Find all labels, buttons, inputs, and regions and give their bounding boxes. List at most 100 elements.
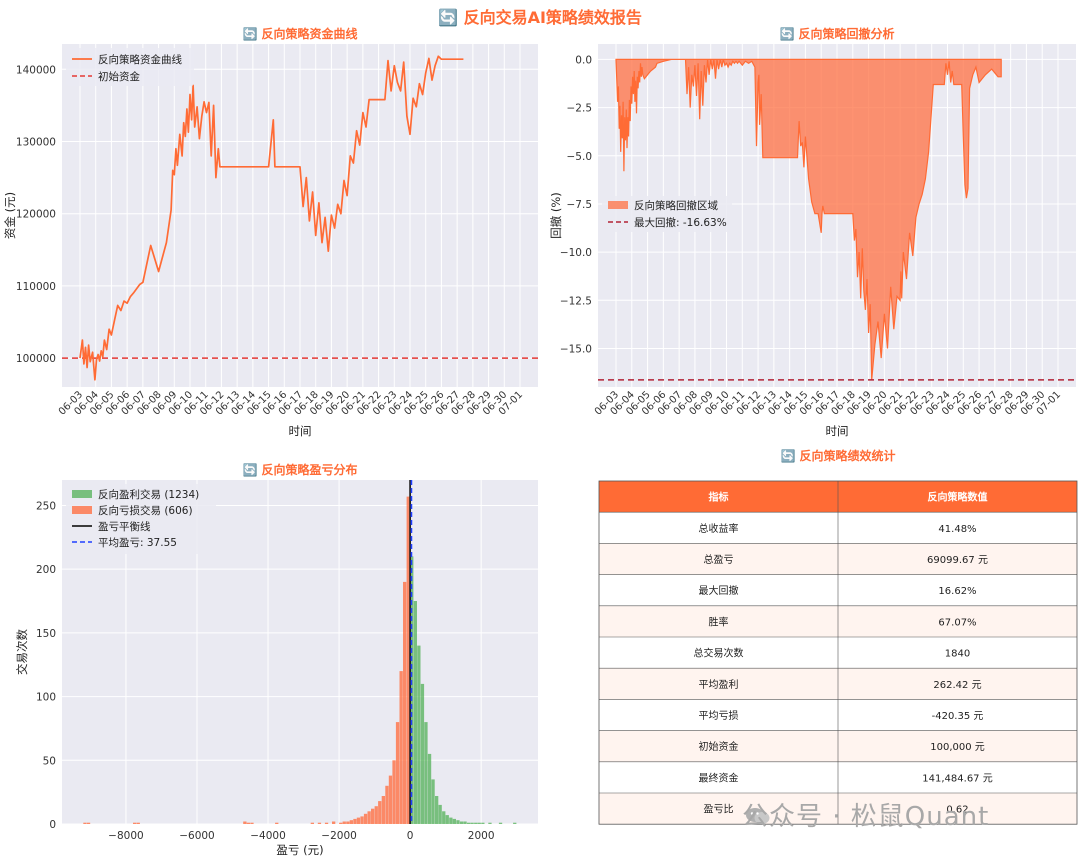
histogram-bar xyxy=(374,806,378,824)
table-cell-value: -420.35 元 xyxy=(932,711,984,722)
y-tick-label: 150 xyxy=(36,628,56,640)
table-cell-value: 262.42 元 xyxy=(933,680,981,691)
table-cell-label: 平均亏损 xyxy=(699,709,739,722)
histogram-bar xyxy=(442,811,446,824)
histogram-bar xyxy=(133,822,137,824)
histogram-bar xyxy=(481,822,485,824)
histogram-bar xyxy=(459,821,464,824)
histogram-bar xyxy=(513,822,517,824)
table-cell-value: 0.62 xyxy=(946,805,968,816)
legend-entry: 盈亏平衡线 xyxy=(98,520,151,533)
table-header-cell: 指标 xyxy=(709,491,729,504)
legend-box xyxy=(66,48,194,86)
chart-title: 🔄 反向策略绩效统计 xyxy=(780,448,895,463)
equity-curve-line xyxy=(79,55,464,381)
histogram-bar xyxy=(363,813,368,824)
histogram-bar xyxy=(353,818,357,824)
legend-entry: 反向策略资金曲线 xyxy=(98,53,182,66)
y-axis-label: 回撤 (%) xyxy=(549,192,563,239)
histogram-bar xyxy=(498,822,503,824)
legend-entry: 最大回撤: -16.63% xyxy=(634,216,727,229)
legend-entry: 反向策略回撤区域 xyxy=(634,199,718,212)
histogram-bar xyxy=(445,815,449,824)
legend-entry: 初始资金 xyxy=(98,70,140,83)
histogram-bar xyxy=(360,816,364,824)
y-tick-label: −15.0 xyxy=(560,343,592,355)
histogram-bar xyxy=(246,822,250,824)
histogram-bar xyxy=(449,817,453,824)
histogram-bar xyxy=(342,821,346,824)
y-tick-label: 110000 xyxy=(16,281,56,293)
histogram-bar xyxy=(310,822,314,824)
legend-swatch xyxy=(608,201,628,209)
legend-swatch xyxy=(72,506,92,514)
y-tick-label: −2.5 xyxy=(567,103,593,115)
histogram-bar xyxy=(406,496,410,824)
histogram-bar xyxy=(324,822,329,824)
chart-title: 🔄 反向策略回撤分析 xyxy=(779,26,894,41)
histogram-bar xyxy=(427,753,432,824)
table-cell-value: 1840 xyxy=(945,649,970,660)
x-tick-label: −2000 xyxy=(321,830,357,842)
histogram-bar xyxy=(452,818,456,824)
table-cell-label: 盈亏比 xyxy=(704,804,734,816)
histogram-bar xyxy=(488,822,492,824)
histogram-bar xyxy=(413,601,417,824)
histogram-bar xyxy=(349,820,353,824)
histogram-bar xyxy=(395,722,400,824)
histogram-bar xyxy=(431,779,435,824)
y-tick-label: 130000 xyxy=(16,136,56,148)
table-cell-label: 胜率 xyxy=(709,615,729,628)
histogram-bar xyxy=(420,683,425,824)
histogram-bar xyxy=(477,822,481,824)
drawdown-area xyxy=(615,58,1002,380)
y-tick-label: −7.5 xyxy=(567,199,593,211)
histogram-bar xyxy=(403,581,407,824)
y-tick-label: 120000 xyxy=(16,209,56,221)
x-axis-label: 时间 xyxy=(826,424,849,438)
y-tick-label: −5.0 xyxy=(567,151,593,163)
x-tick-label: −4000 xyxy=(250,830,286,842)
histogram-bar xyxy=(399,671,403,824)
table-cell-value: 16.62% xyxy=(938,586,976,597)
table-cell-label: 总盈亏 xyxy=(704,553,734,566)
histogram-bar xyxy=(435,796,439,824)
y-tick-label: 100000 xyxy=(16,353,56,365)
table-cell-value: 141,484.67 元 xyxy=(922,773,992,784)
histogram-bar xyxy=(388,775,393,824)
y-axis-label: 资金 (元) xyxy=(3,192,17,239)
histogram-bar xyxy=(339,822,343,824)
table-cell-label: 总收益率 xyxy=(699,522,739,535)
histogram-bar xyxy=(332,821,336,824)
chart-title: 🔄 反向策略资金曲线 xyxy=(242,26,357,41)
y-tick-label: −10.0 xyxy=(560,247,592,259)
chart-0: 🔄 反向策略资金曲线 100000 110000 120000 130000 140000… xyxy=(3,26,538,438)
chart-1: 🔄 反向策略回撤分析 0.0 −2.5 −5.0 −7.5 −10.0 −12.5 −15.0… xyxy=(549,26,1076,438)
chart-title: 🔄 反向策略盈亏分布 xyxy=(242,462,357,477)
watermark-text: 公众号 · 松鼠Quant xyxy=(742,802,990,832)
wechat-icon xyxy=(746,808,770,824)
histogram-bar xyxy=(417,645,421,824)
x-tick-label: 0 xyxy=(407,830,414,842)
legend-swatch xyxy=(72,490,92,498)
histogram-bar xyxy=(367,811,371,824)
x-tick-label: 2000 xyxy=(468,830,495,842)
histogram-bar xyxy=(456,820,460,824)
y-tick-label: 200 xyxy=(36,564,56,576)
table-cell-value: 41.48% xyxy=(938,524,976,535)
histogram-bar xyxy=(392,760,396,824)
histogram-bar xyxy=(381,796,385,824)
report-title: 🔄 反向交易AI策略绩效报告 xyxy=(438,8,642,27)
histogram-bar xyxy=(136,822,140,824)
y-tick-label: 140000 xyxy=(16,64,56,76)
table-cell-label: 最终资金 xyxy=(699,771,739,784)
histogram-bar xyxy=(243,821,247,824)
y-tick-label: 0 xyxy=(49,819,56,831)
histogram-bar xyxy=(463,821,467,824)
histogram-bar xyxy=(474,822,478,824)
y-tick-label: 250 xyxy=(36,500,56,512)
table-cell-value: 67.07% xyxy=(938,617,976,628)
histogram-bar xyxy=(86,822,91,824)
